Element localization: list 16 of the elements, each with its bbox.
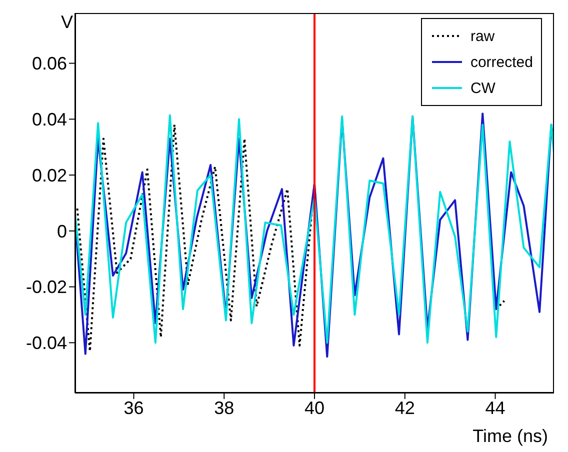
y-tick-label: 0 [56, 221, 67, 242]
y-tick-label: 0.06 [32, 54, 67, 74]
legend-label: raw [470, 28, 495, 44]
y-tick-label: 0.02 [32, 165, 67, 186]
x-axis-title: Time (ns) [472, 426, 548, 446]
x-tick-label: 36 [124, 398, 144, 418]
y-tick-label: -0.02 [26, 277, 67, 298]
y-axis-title: V [60, 12, 73, 32]
legend-label: CW [470, 80, 496, 96]
y-tick-label: -0.04 [26, 333, 67, 354]
x-tick-label: 42 [394, 398, 415, 418]
x-tick-label: 40 [304, 398, 325, 418]
x-tick-label: 38 [214, 398, 234, 418]
legend-label: corrected [470, 54, 533, 70]
x-tick-label: 44 [485, 398, 506, 418]
y-tick-label: 0.04 [32, 110, 67, 130]
